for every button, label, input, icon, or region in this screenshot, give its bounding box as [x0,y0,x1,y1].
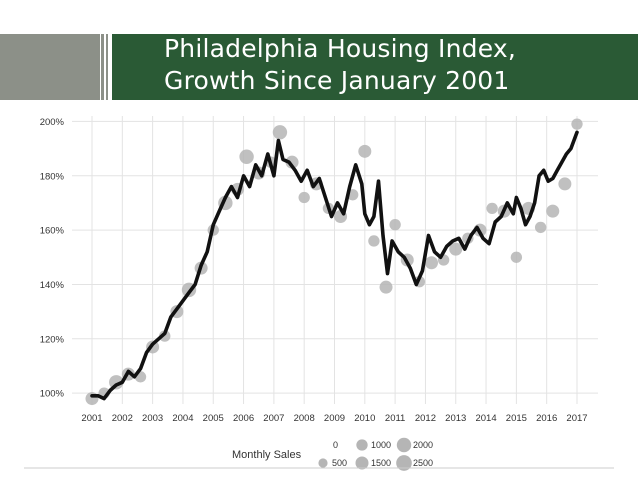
sales-point [571,118,583,130]
header-accent-stripe-2 [106,34,108,100]
x-tick-label: 2014 [475,413,496,424]
x-tick-label: 2013 [445,413,466,424]
sales-point [534,221,547,234]
legend-size-swatch [396,437,412,453]
slide-title-line-2: Growth Since January 2001 [164,66,510,95]
legend-size-swatch [396,455,412,471]
y-tick-label: 120% [40,334,65,345]
index-line [90,130,579,401]
y-tick-label: 180% [40,171,65,182]
x-tick-label: 2005 [203,413,224,424]
legend-size-label: 2000 [413,440,433,450]
x-tick-label: 2016 [536,413,557,424]
index-line-layer [90,130,579,401]
legend-size-swatch [355,456,369,470]
x-tick-label: 2017 [566,413,587,424]
axis-labels-layer: 100% 120% 140% 160% 180% 200% 2001 2002 2003 2004… [40,117,588,424]
legend: Monthly Sales 0 500 1000 1500 2000 2500 [232,437,433,471]
legend-size-label: 0 [333,440,338,450]
x-tick-label: 2002 [112,413,133,424]
sales-point [239,149,254,164]
y-tick-label: 100% [40,389,65,400]
x-tick-label: 2010 [354,413,375,424]
header-accent-stripe-1 [101,34,104,100]
x-tick-label: 2011 [385,413,405,424]
sales-point [558,177,572,191]
legend-size-swatch [356,439,368,451]
sales-point [358,144,372,158]
sales-point [546,204,560,218]
sales-point [298,191,310,204]
slide-title-line-1: Philadelphia Housing Index, [164,34,516,63]
x-tick-label: 2006 [233,413,254,424]
legend-title: Monthly Sales [232,449,302,461]
sales-point [272,125,288,140]
x-tick-label: 2004 [172,413,193,424]
x-tick-label: 2008 [294,413,315,424]
legend-size-label: 2500 [413,458,433,468]
y-tick-label: 140% [40,280,65,291]
sales-point [285,155,299,169]
sales-point [486,202,498,215]
legend-size-swatch [318,458,328,468]
x-tick-label: 2007 [263,413,284,424]
y-tick-label: 200% [40,117,65,128]
sales-point [379,280,393,294]
x-tick-label: 2009 [324,413,345,424]
sales-point [449,242,463,256]
sales-point [368,235,380,247]
x-tick-label: 2012 [415,413,436,424]
legend-size-label: 1000 [371,440,391,450]
sales-point [159,330,171,342]
title-band [112,34,638,100]
sales-point [424,256,439,270]
sales-point [389,219,401,231]
y-tick-label: 160% [40,226,65,237]
x-tick-label: 2015 [506,413,527,424]
x-tick-label: 2001 [81,413,102,424]
sales-point [510,251,523,263]
x-tick-label: 2003 [142,413,163,424]
legend-size-label: 1500 [371,458,391,468]
legend-size-label: 500 [332,458,347,468]
header-accent-block-left [0,34,100,100]
